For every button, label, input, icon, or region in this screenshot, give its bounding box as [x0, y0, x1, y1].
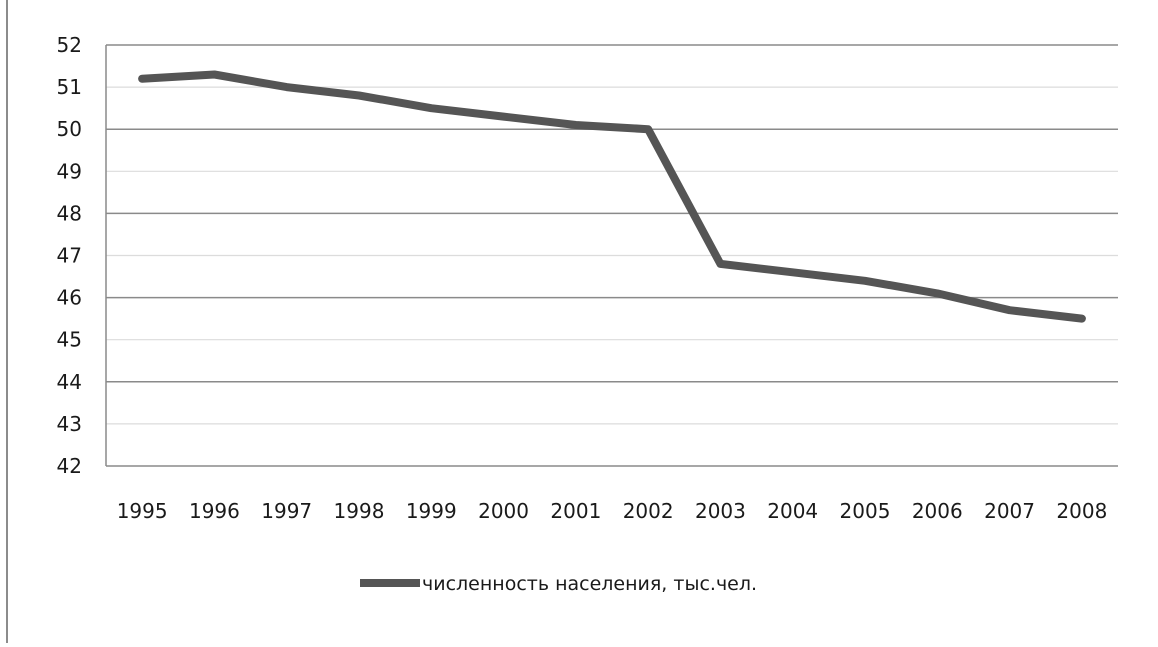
x-tick-label-1995: 1995: [117, 499, 168, 523]
y-tick-label-44: 44: [57, 370, 82, 394]
grid-layer: [106, 45, 1118, 424]
x-tick-label-1998: 1998: [334, 499, 385, 523]
x-tick-label-2000: 2000: [478, 499, 529, 523]
x-tick-label-2007: 2007: [984, 499, 1035, 523]
x-tick-label-2001: 2001: [550, 499, 601, 523]
y-tick-label-45: 45: [57, 328, 82, 352]
x-tick-label-2008: 2008: [1056, 499, 1107, 523]
x-tick-label-2005: 2005: [840, 499, 891, 523]
x-tick-label-1997: 1997: [261, 499, 312, 523]
series-layer: [142, 74, 1082, 318]
y-tick-labels: 42 43 44 45 46 47 48 49 50 51 52: [57, 33, 82, 478]
legend-label: численность населения, тыс.чел.: [422, 573, 757, 595]
x-tick-label-1999: 1999: [406, 499, 457, 523]
x-tick-label-2003: 2003: [695, 499, 746, 523]
x-tick-label-2002: 2002: [623, 499, 674, 523]
x-tick-labels: 1995 1996 1997 1998 1999 2000 2001 2002 2003 2004…: [117, 499, 1108, 523]
y-tick-label-50: 50: [57, 117, 82, 141]
x-tick-label-1996: 1996: [189, 499, 240, 523]
x-tick-label-2004: 2004: [767, 499, 818, 523]
frame-left-border: [6, 0, 8, 643]
series-line-0: [142, 75, 1082, 319]
y-tick-label-49: 49: [57, 159, 82, 183]
y-tick-label-43: 43: [57, 412, 82, 436]
y-tick-label-46: 46: [57, 286, 82, 310]
y-tick-label-47: 47: [57, 244, 82, 268]
y-tick-label-42: 42: [57, 454, 82, 478]
y-tick-label-52: 52: [57, 33, 82, 57]
legend: численность населения, тыс.чел.: [360, 573, 757, 595]
x-tick-label-2006: 2006: [912, 499, 963, 523]
y-tick-label-48: 48: [57, 201, 82, 225]
y-tick-label-51: 51: [57, 75, 82, 99]
